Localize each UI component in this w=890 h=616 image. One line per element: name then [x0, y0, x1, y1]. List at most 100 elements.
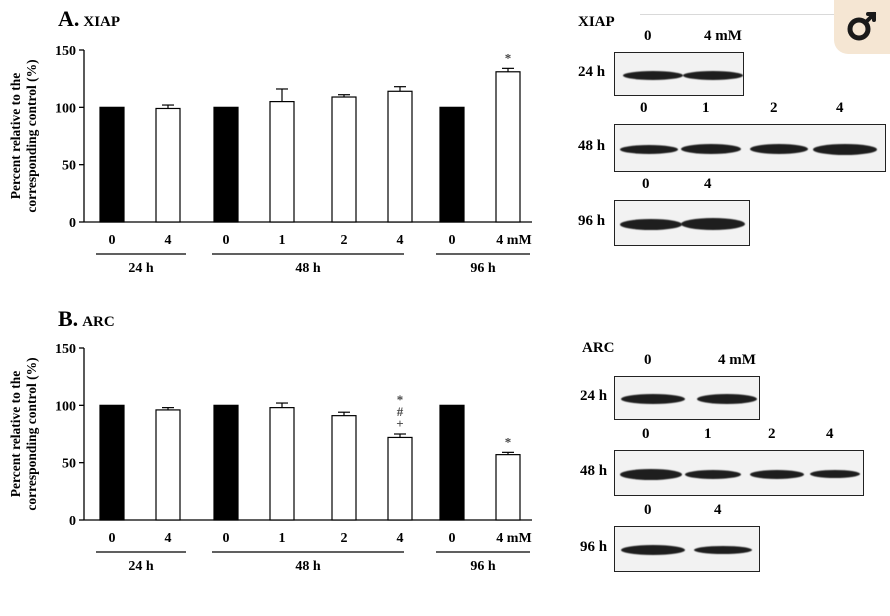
- blot-title: XIAP: [578, 14, 615, 30]
- blot-lane-label: 2: [768, 426, 776, 442]
- protein-band: [750, 469, 804, 479]
- protein-band: [681, 144, 741, 154]
- treated-bar: [269, 100, 295, 223]
- protein-band: [750, 144, 808, 154]
- y-axis-label-line: corresponding control (%): [24, 59, 39, 212]
- y-tick-label: 100: [55, 399, 76, 414]
- significance-marker: *: [505, 434, 512, 449]
- y-axis-label-line: corresponding control (%): [24, 357, 39, 510]
- corner-toolbar-strip: [640, 0, 890, 15]
- control-bar: [213, 404, 239, 521]
- x-tick-label: 4: [165, 531, 172, 546]
- lens-logo-icon: [847, 12, 876, 41]
- blot-lane-label: 4: [836, 100, 844, 116]
- significance-marker: *: [505, 50, 512, 65]
- control-bar: [99, 106, 125, 223]
- treated-bar: [155, 107, 181, 223]
- blot-lane-label: 1: [704, 426, 712, 442]
- x-tick-label: 0: [223, 233, 230, 248]
- blot-lane-label: 4: [704, 176, 712, 192]
- group-label: 48 h: [295, 559, 321, 574]
- group-label: 48 h: [295, 261, 321, 276]
- x-tick-label: 1: [279, 233, 286, 248]
- blot-lane-label: 0: [640, 100, 648, 116]
- blot-lane-label: 4: [826, 426, 834, 442]
- blot-row-label: 96 h: [578, 213, 606, 229]
- protein-band: [681, 218, 745, 230]
- blot-lane-label: 0: [644, 28, 652, 44]
- x-tick-label: 4: [397, 531, 404, 546]
- blot-strip: [614, 526, 760, 572]
- y-tick-label: 50: [62, 457, 76, 472]
- treated-bar: [387, 90, 413, 223]
- blot-row-label: 24 h: [580, 388, 608, 404]
- x-tick-label: 2: [341, 531, 348, 546]
- protein-band: [620, 468, 682, 480]
- blot-row-label: 48 h: [578, 138, 606, 154]
- significance-marker: *: [397, 392, 404, 407]
- protein-band: [623, 70, 683, 80]
- x-tick-label: 0: [109, 531, 116, 546]
- blot-lane-label: 1: [702, 100, 710, 116]
- treated-bar: [495, 454, 521, 521]
- blot-strip: [614, 52, 744, 96]
- treated-bar: [387, 436, 413, 521]
- panel-a-letter: A.: [58, 6, 80, 31]
- blot-strip: [614, 124, 886, 172]
- blot-strip: [614, 200, 750, 246]
- control-bar: [439, 106, 465, 223]
- x-tick-label: 0: [109, 233, 116, 248]
- treated-bar: [495, 71, 521, 223]
- panel-a-protein: XIAP: [83, 14, 121, 30]
- control-bar: [213, 106, 239, 223]
- blot-title: ARC: [582, 340, 615, 356]
- protein-band: [620, 218, 682, 230]
- protein-band: [621, 394, 685, 404]
- protein-band: [620, 144, 678, 154]
- x-tick-label: 4: [397, 233, 404, 248]
- blot-lane-label: 0: [642, 426, 650, 442]
- blot-row-label: 24 h: [578, 64, 606, 80]
- y-tick-label: 150: [55, 44, 76, 59]
- panel-b-protein: ARC: [82, 314, 115, 330]
- blot-lane-label: 4 mM: [704, 28, 742, 44]
- x-tick-label: 4 mM: [496, 233, 531, 248]
- treated-bar: [155, 409, 181, 521]
- group-label: 24 h: [128, 261, 154, 276]
- bar-chart-xiap: 0 50 100 150 0 4 0 1 2 4 0 * 4 mM 24 h 48 h 96 h Percent…: [8, 44, 532, 276]
- blot-strip: [614, 376, 760, 420]
- x-tick-label: 4: [165, 233, 172, 248]
- protein-band: [810, 470, 860, 478]
- protein-band: [621, 545, 685, 555]
- x-tick-label: 1: [279, 531, 286, 546]
- control-bar: [439, 404, 465, 521]
- logo: [834, 0, 890, 54]
- y-tick-label: 0: [69, 514, 76, 529]
- blot-lane-label: 4: [714, 502, 722, 518]
- treated-bar: [331, 415, 357, 521]
- x-tick-label: 4 mM: [496, 531, 531, 546]
- significance-marker: +: [396, 416, 403, 431]
- blot-row-label: 48 h: [580, 463, 608, 479]
- x-tick-label: 0: [223, 531, 230, 546]
- panel-a-title: A. XIAP: [58, 6, 120, 32]
- blot-lane-label: 4 mM: [718, 352, 756, 368]
- blot-lane-label: 0: [644, 352, 652, 368]
- protein-band: [683, 70, 743, 80]
- treated-bar: [269, 407, 295, 521]
- y-tick-label: 100: [55, 101, 76, 116]
- y-tick-label: 0: [69, 216, 76, 231]
- y-axis-label-line: Percent relative to the: [8, 73, 23, 200]
- protein-band: [697, 394, 757, 404]
- protein-band: [813, 143, 877, 155]
- significance-marker: #: [397, 404, 404, 419]
- control-bar: [99, 404, 125, 521]
- group-label: 96 h: [470, 559, 496, 574]
- y-axis-label-line: Percent relative to the: [8, 371, 23, 498]
- panel-b-letter: B.: [58, 306, 79, 331]
- blot-row-label: 96 h: [580, 539, 608, 555]
- blot-lane-label: 0: [642, 176, 650, 192]
- group-label: 96 h: [470, 261, 496, 276]
- group-label: 24 h: [128, 559, 154, 574]
- protein-band: [694, 546, 752, 554]
